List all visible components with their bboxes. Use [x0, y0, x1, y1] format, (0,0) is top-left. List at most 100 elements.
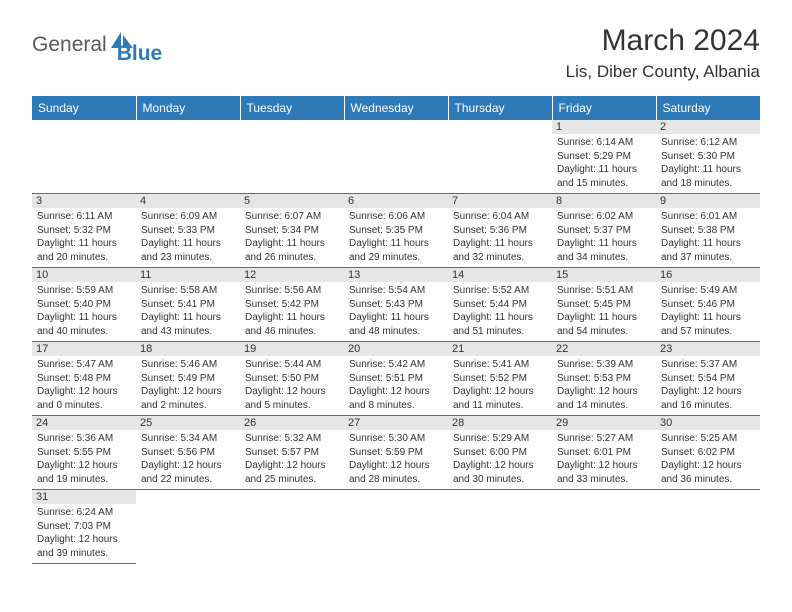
sunset-text: Sunset: 5:37 PM	[557, 224, 651, 238]
sunset-text: Sunset: 6:02 PM	[661, 446, 755, 460]
sunset-text: Sunset: 5:54 PM	[661, 372, 755, 386]
sunset-text: Sunset: 5:34 PM	[245, 224, 339, 238]
day-number: 3	[32, 194, 136, 208]
sunset-text: Sunset: 5:44 PM	[453, 298, 547, 312]
calendar-day-cell: 23Sunrise: 5:37 AMSunset: 5:54 PMDayligh…	[656, 342, 760, 416]
weekday-header: Wednesday	[344, 96, 448, 120]
sunrise-text: Sunrise: 5:34 AM	[141, 432, 235, 446]
daylight-text: Daylight: 11 hours and 48 minutes.	[349, 311, 443, 338]
sunset-text: Sunset: 6:00 PM	[453, 446, 547, 460]
calendar-day-cell: 27Sunrise: 5:30 AMSunset: 5:59 PMDayligh…	[344, 416, 448, 490]
calendar-day-cell	[448, 490, 552, 564]
title-block: March 2024 Lis, Diber County, Albania	[566, 24, 760, 82]
daylight-text: Daylight: 12 hours and 39 minutes.	[37, 533, 131, 560]
day-number: 28	[448, 416, 552, 430]
day-number: 27	[344, 416, 448, 430]
day-number: 24	[32, 416, 136, 430]
calendar-day-cell	[552, 490, 656, 564]
sunset-text: Sunset: 6:01 PM	[557, 446, 651, 460]
calendar-week-row: 17Sunrise: 5:47 AMSunset: 5:48 PMDayligh…	[32, 342, 760, 416]
sunrise-text: Sunrise: 5:32 AM	[245, 432, 339, 446]
calendar-day-cell	[32, 120, 136, 194]
calendar-day-cell: 6Sunrise: 6:06 AMSunset: 5:35 PMDaylight…	[344, 194, 448, 268]
daylight-text: Daylight: 11 hours and 43 minutes.	[141, 311, 235, 338]
sunset-text: Sunset: 5:48 PM	[37, 372, 131, 386]
sunrise-text: Sunrise: 6:02 AM	[557, 210, 651, 224]
calendar-week-row: 24Sunrise: 5:36 AMSunset: 5:55 PMDayligh…	[32, 416, 760, 490]
calendar-day-cell: 3Sunrise: 6:11 AMSunset: 5:32 PMDaylight…	[32, 194, 136, 268]
calendar-day-cell: 13Sunrise: 5:54 AMSunset: 5:43 PMDayligh…	[344, 268, 448, 342]
day-number: 19	[240, 342, 344, 356]
daylight-text: Daylight: 12 hours and 11 minutes.	[453, 385, 547, 412]
day-number: 8	[552, 194, 656, 208]
daylight-text: Daylight: 12 hours and 19 minutes.	[37, 459, 131, 486]
sunrise-text: Sunrise: 5:44 AM	[245, 358, 339, 372]
day-number: 29	[552, 416, 656, 430]
calendar-day-cell	[136, 120, 240, 194]
daylight-text: Daylight: 11 hours and 51 minutes.	[453, 311, 547, 338]
day-number: 2	[656, 120, 760, 134]
daylight-text: Daylight: 11 hours and 15 minutes.	[557, 163, 651, 190]
sunrise-text: Sunrise: 5:51 AM	[557, 284, 651, 298]
weekday-header: Tuesday	[240, 96, 344, 120]
sunrise-text: Sunrise: 5:42 AM	[349, 358, 443, 372]
sunrise-text: Sunrise: 5:52 AM	[453, 284, 547, 298]
calendar-day-cell: 15Sunrise: 5:51 AMSunset: 5:45 PMDayligh…	[552, 268, 656, 342]
sunset-text: Sunset: 5:40 PM	[37, 298, 131, 312]
sunrise-text: Sunrise: 6:06 AM	[349, 210, 443, 224]
calendar-day-cell: 8Sunrise: 6:02 AMSunset: 5:37 PMDaylight…	[552, 194, 656, 268]
calendar-day-cell	[136, 490, 240, 564]
calendar-day-cell: 24Sunrise: 5:36 AMSunset: 5:55 PMDayligh…	[32, 416, 136, 490]
day-number: 17	[32, 342, 136, 356]
location-subtitle: Lis, Diber County, Albania	[566, 62, 760, 82]
calendar-day-cell: 12Sunrise: 5:56 AMSunset: 5:42 PMDayligh…	[240, 268, 344, 342]
daylight-text: Daylight: 12 hours and 0 minutes.	[37, 385, 131, 412]
sunset-text: Sunset: 5:45 PM	[557, 298, 651, 312]
calendar-week-row: 31Sunrise: 6:24 AMSunset: 7:03 PMDayligh…	[32, 490, 760, 564]
weekday-header: Friday	[552, 96, 656, 120]
calendar-day-cell	[240, 490, 344, 564]
daylight-text: Daylight: 12 hours and 25 minutes.	[245, 459, 339, 486]
sunrise-text: Sunrise: 5:58 AM	[141, 284, 235, 298]
day-number: 23	[656, 342, 760, 356]
calendar-day-cell: 19Sunrise: 5:44 AMSunset: 5:50 PMDayligh…	[240, 342, 344, 416]
calendar-day-cell: 18Sunrise: 5:46 AMSunset: 5:49 PMDayligh…	[136, 342, 240, 416]
daylight-text: Daylight: 11 hours and 37 minutes.	[661, 237, 755, 264]
sunrise-text: Sunrise: 6:11 AM	[37, 210, 131, 224]
sunrise-text: Sunrise: 5:29 AM	[453, 432, 547, 446]
daylight-text: Daylight: 12 hours and 8 minutes.	[349, 385, 443, 412]
day-number: 1	[552, 120, 656, 134]
daylight-text: Daylight: 12 hours and 22 minutes.	[141, 459, 235, 486]
calendar-day-cell	[240, 120, 344, 194]
daylight-text: Daylight: 11 hours and 23 minutes.	[141, 237, 235, 264]
sunset-text: Sunset: 5:56 PM	[141, 446, 235, 460]
day-number: 14	[448, 268, 552, 282]
weekday-header: Saturday	[656, 96, 760, 120]
sunrise-text: Sunrise: 6:09 AM	[141, 210, 235, 224]
calendar-day-cell: 31Sunrise: 6:24 AMSunset: 7:03 PMDayligh…	[32, 490, 136, 564]
day-number: 18	[136, 342, 240, 356]
sunset-text: Sunset: 5:52 PM	[453, 372, 547, 386]
calendar-day-cell: 9Sunrise: 6:01 AMSunset: 5:38 PMDaylight…	[656, 194, 760, 268]
day-number: 22	[552, 342, 656, 356]
day-number: 25	[136, 416, 240, 430]
sunset-text: Sunset: 5:59 PM	[349, 446, 443, 460]
sunset-text: Sunset: 5:57 PM	[245, 446, 339, 460]
calendar-day-cell: 4Sunrise: 6:09 AMSunset: 5:33 PMDaylight…	[136, 194, 240, 268]
daylight-text: Daylight: 11 hours and 32 minutes.	[453, 237, 547, 264]
sunrise-text: Sunrise: 6:12 AM	[661, 136, 755, 150]
calendar-day-cell	[344, 120, 448, 194]
calendar-day-cell: 21Sunrise: 5:41 AMSunset: 5:52 PMDayligh…	[448, 342, 552, 416]
sunset-text: Sunset: 5:36 PM	[453, 224, 547, 238]
calendar-day-cell: 22Sunrise: 5:39 AMSunset: 5:53 PMDayligh…	[552, 342, 656, 416]
daylight-text: Daylight: 11 hours and 18 minutes.	[661, 163, 755, 190]
sunset-text: Sunset: 5:32 PM	[37, 224, 131, 238]
weekday-header: Monday	[136, 96, 240, 120]
sunrise-text: Sunrise: 5:56 AM	[245, 284, 339, 298]
sunset-text: Sunset: 5:35 PM	[349, 224, 443, 238]
daylight-text: Daylight: 12 hours and 28 minutes.	[349, 459, 443, 486]
sunrise-text: Sunrise: 5:25 AM	[661, 432, 755, 446]
calendar-week-row: 1Sunrise: 6:14 AMSunset: 5:29 PMDaylight…	[32, 120, 760, 194]
calendar-day-cell: 29Sunrise: 5:27 AMSunset: 6:01 PMDayligh…	[552, 416, 656, 490]
day-number: 10	[32, 268, 136, 282]
